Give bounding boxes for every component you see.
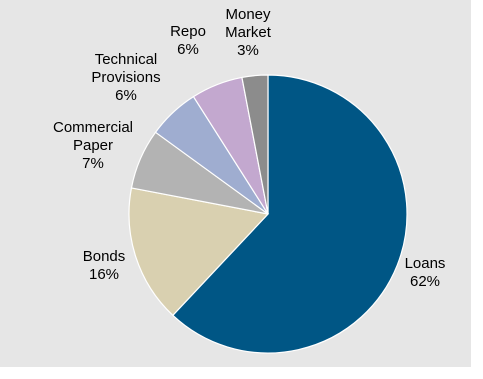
data-label-commercial-paper: Commercial Paper 7% (53, 119, 133, 172)
data-label-loans: Loans 62% (405, 255, 446, 290)
chart-panel: Loans 62% Bonds 16% Commercial Paper 7% Technic… (0, 0, 471, 367)
data-label-technical-provisions: Technical Provisions 6% (91, 51, 160, 104)
pie-slice-loans (172, 74, 408, 354)
data-label-bonds: Bonds 16% (83, 248, 126, 283)
pie-slice-bonds (128, 187, 270, 317)
data-label-repo: Repo 6% (170, 23, 206, 58)
pie-chart: Loans 62% Bonds 16% Commercial Paper 7% Technic… (53, 6, 446, 354)
data-label-money-market: Money Market 3% (225, 6, 272, 59)
pie-slice-money-market (241, 74, 269, 215)
